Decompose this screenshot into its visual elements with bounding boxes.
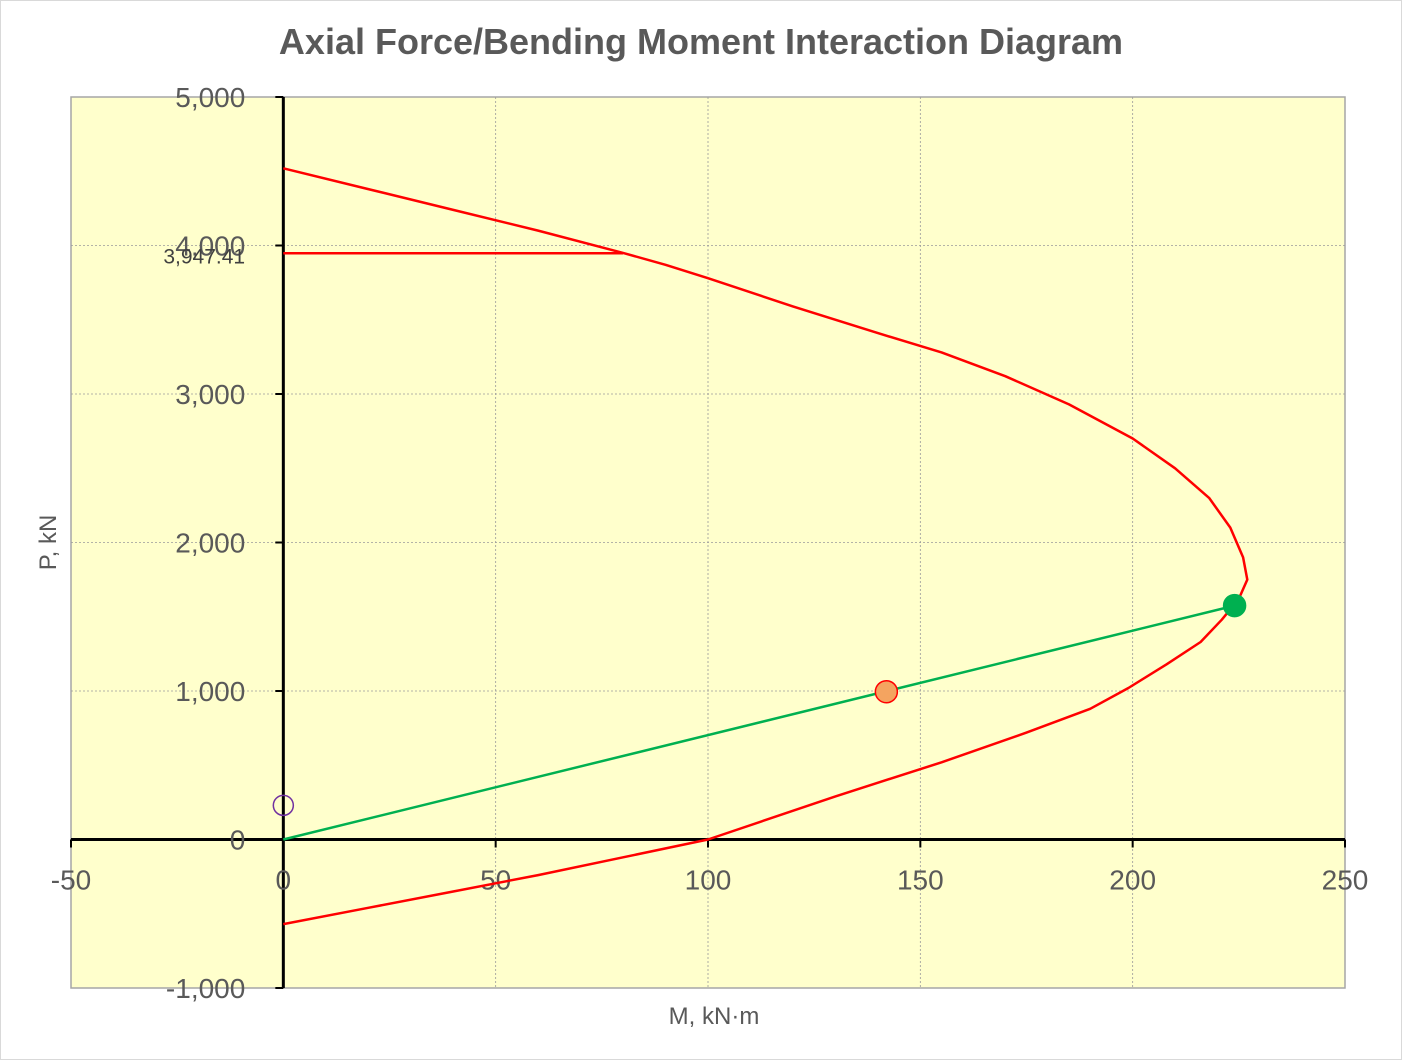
y-axis-label: P, kN — [35, 515, 62, 571]
data-point-5 — [272, 794, 295, 817]
y-tick-label: 2,000 — [175, 528, 245, 559]
chart-title: Axial Force/Bending Moment Interaction D… — [279, 21, 1123, 62]
y-tick-label: 0 — [230, 825, 246, 856]
x-tick-label: -50 — [51, 865, 91, 896]
annotations: 3,947.41 — [163, 245, 245, 268]
y-tick-label: 5,000 — [175, 82, 245, 113]
y-tick-label: 1,000 — [175, 676, 245, 707]
data-point-3 — [1222, 593, 1247, 618]
x-tick-label: 50 — [480, 865, 511, 896]
x-tick-label: 0 — [276, 865, 292, 896]
y-tick-label: 4,000 — [175, 231, 245, 262]
data-label: 3,947.41 — [163, 245, 245, 268]
data-point-4 — [874, 679, 899, 704]
y-tick-label: 3,000 — [175, 379, 245, 410]
x-tick-label: 100 — [685, 865, 732, 896]
x-tick-label: 250 — [1322, 865, 1369, 896]
x-axis-label: M, kN·m — [669, 1003, 760, 1030]
series-line-2 — [283, 604, 1235, 841]
y-tick-label: -1,000 — [166, 973, 245, 1004]
series-line-0 — [283, 167, 1249, 926]
x-tick-label: 150 — [897, 865, 944, 896]
x-tick-label: 200 — [1109, 865, 1156, 896]
tick-labels: -50 0 50 100 150 200 250 -1,000 0 1,000 2,000 3,000… — [51, 82, 1369, 1004]
series-layer — [272, 167, 1249, 926]
